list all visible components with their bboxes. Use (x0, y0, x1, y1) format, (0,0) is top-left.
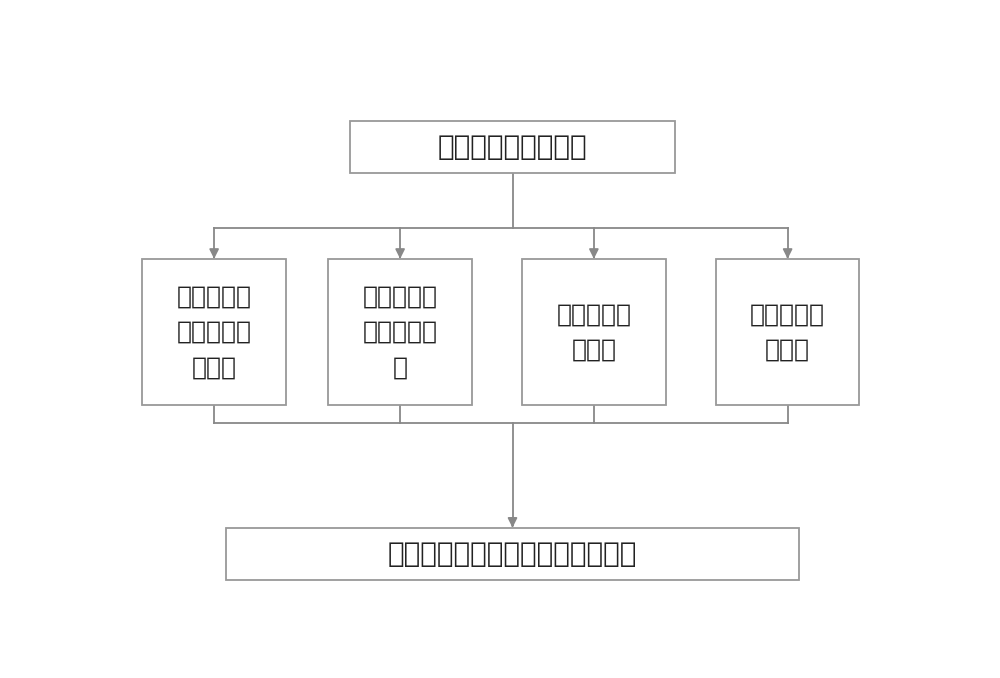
Bar (226, 527, 799, 580)
Text: 接触电流畸
变率系数计
算: 接触电流畸 变率系数计 算 (363, 285, 438, 380)
Bar (142, 259, 286, 405)
Text: 电缆接头温
度变化率系
数计算: 电缆接头温 度变化率系 数计算 (177, 285, 252, 380)
Text: 电弧能量系
数计算: 电弧能量系 数计算 (556, 302, 631, 361)
Bar (522, 259, 666, 405)
Bar (716, 259, 859, 405)
Bar (328, 259, 472, 405)
Bar (350, 121, 675, 173)
Text: 负载风险系
数计算: 负载风险系 数计算 (750, 302, 825, 361)
Text: 电气参数与环境参数: 电气参数与环境参数 (438, 133, 587, 161)
Text: 计算电缆接头松动状态综合评估值: 计算电缆接头松动状态综合评估值 (388, 540, 637, 567)
